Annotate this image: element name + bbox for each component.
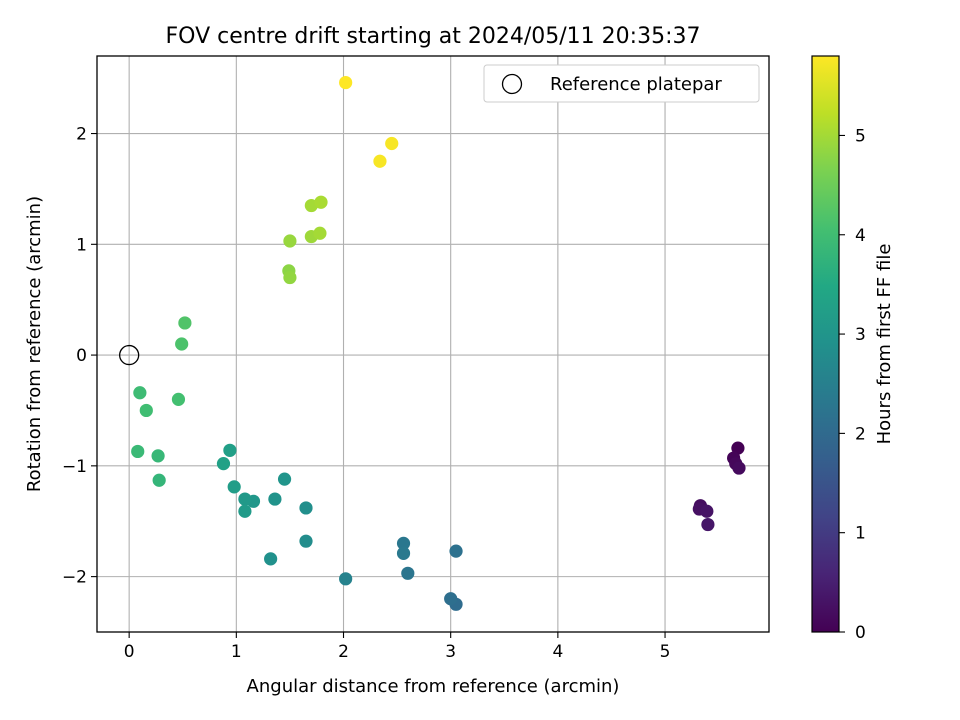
data-point (732, 461, 746, 475)
reference-point (119, 344, 140, 366)
data-point (283, 234, 297, 248)
data-point (701, 517, 715, 532)
reference-marker (119, 344, 140, 366)
y-tick-label: 0 (76, 346, 87, 366)
data-point (152, 473, 166, 487)
plot-frame (96, 55, 770, 633)
data-point (449, 544, 463, 558)
legend-marker (501, 73, 523, 95)
data-point (171, 392, 186, 406)
data-point (238, 504, 252, 518)
x-axis-label: Angular distance from reference (arcmin) (247, 676, 620, 697)
data-point (178, 316, 192, 330)
colorbar-label: Hours from first FF file (874, 244, 895, 445)
data-point (339, 75, 353, 90)
data-point (385, 136, 399, 151)
data-point (216, 457, 231, 471)
grid-lines (97, 56, 769, 632)
data-point (131, 444, 145, 459)
chart-title: FOV centre drift starting at 2024/05/11 … (166, 24, 701, 49)
y-tick-label: −1 (62, 457, 87, 477)
x-tick-label: 3 (445, 642, 456, 662)
data-point (339, 572, 353, 586)
y-tick-label: 1 (76, 235, 87, 255)
data-point (264, 552, 278, 566)
y-tick-label: 2 (76, 125, 87, 145)
data-point (283, 270, 297, 285)
data-point (401, 566, 415, 580)
data-point (313, 226, 327, 240)
x-tick-label: 1 (231, 642, 242, 662)
data-point (314, 195, 328, 209)
colorbar-ticks: 0 1 2 3 4 5 (839, 126, 866, 643)
data-point (227, 480, 241, 494)
data-point (277, 472, 292, 486)
colorbar-gradient (811, 55, 840, 633)
data-point (223, 443, 237, 457)
y-axis-label: Rotation from reference (arcmin) (24, 196, 45, 492)
data-point (396, 536, 411, 550)
x-tick-label: 0 (124, 642, 135, 662)
y-tick-label: −2 (62, 568, 87, 588)
colorbar: 0 1 2 3 4 5 Hours from first FF file (811, 55, 895, 643)
data-point (299, 501, 313, 515)
data-point (175, 337, 189, 351)
colorbar-tick-label: 3 (855, 325, 866, 345)
colorbar-tick-label: 1 (855, 524, 866, 544)
legend-label: Reference platepar (550, 74, 722, 95)
x-tick-label: 2 (338, 642, 349, 662)
x-tick-label: 5 (660, 642, 671, 662)
data-point (139, 403, 153, 418)
colorbar-tick-label: 5 (855, 126, 866, 146)
data-point (133, 386, 147, 400)
data-point (151, 449, 165, 463)
x-axis-ticks: 0 1 2 3 4 5 (124, 632, 671, 662)
scatter-points (131, 75, 746, 611)
data-point (238, 492, 252, 506)
data-point (268, 492, 282, 506)
legend: Reference platepar (483, 64, 760, 103)
data-point (299, 534, 313, 548)
y-axis-ticks: −2 −1 0 1 2 (62, 125, 97, 588)
x-tick-label: 4 (552, 642, 563, 662)
data-point (373, 154, 387, 168)
data-point (444, 592, 458, 606)
data-point (731, 441, 745, 455)
data-point (700, 504, 714, 518)
colorbar-tick-label: 2 (855, 424, 866, 444)
data-point (396, 546, 411, 560)
colorbar-tick-label: 4 (855, 226, 866, 246)
legend-box (483, 64, 760, 103)
colorbar-tick-label: 0 (855, 623, 866, 643)
